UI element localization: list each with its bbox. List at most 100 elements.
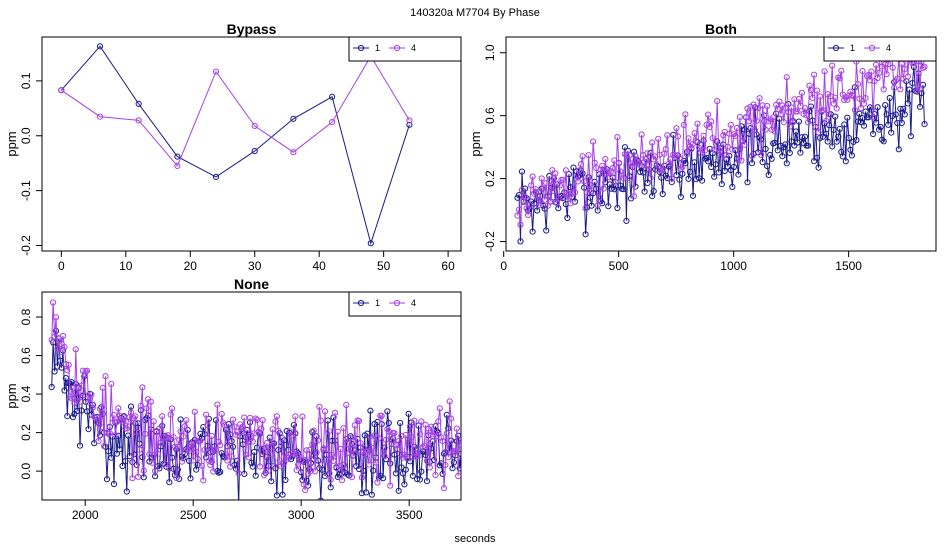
data-point (421, 442, 428, 449)
data-point (67, 393, 74, 400)
y-axis-label: ppm (4, 383, 19, 408)
data-point (191, 408, 198, 415)
data-point (368, 444, 375, 451)
data-point (532, 186, 539, 193)
data-point (51, 368, 58, 375)
panel-title: Both (705, 21, 737, 37)
data-point (402, 466, 409, 473)
data-point (768, 126, 775, 133)
data-point (877, 123, 884, 131)
data-point (520, 197, 527, 204)
data-point (360, 467, 367, 474)
data-point (815, 129, 822, 136)
data-point (142, 430, 149, 437)
data-point (691, 130, 698, 137)
data-point (251, 148, 258, 155)
data-point (344, 471, 351, 478)
data-point (286, 428, 293, 435)
data-point (517, 221, 524, 228)
data-point (329, 93, 336, 100)
data-point (187, 475, 194, 482)
data-point (797, 149, 804, 156)
data-point (856, 110, 863, 117)
data-point (176, 437, 183, 444)
data-point (863, 72, 871, 80)
data-point (748, 160, 756, 167)
data-point (341, 466, 348, 473)
data-point (528, 182, 535, 189)
legend-label: 1 (375, 298, 380, 308)
data-point (733, 124, 741, 132)
data-point (650, 188, 657, 195)
data-point (113, 450, 121, 457)
legend-marker (393, 299, 401, 307)
data-point (399, 470, 406, 477)
data-point (418, 468, 425, 475)
data-point (691, 159, 698, 166)
data-point (125, 432, 132, 439)
data-point (517, 238, 524, 245)
data-point (615, 159, 623, 166)
data-point (275, 446, 282, 454)
data-point (585, 174, 592, 181)
data-point (547, 198, 554, 205)
data-point (64, 413, 71, 420)
data-point (166, 465, 173, 472)
data-point (612, 182, 619, 189)
data-point (564, 214, 571, 222)
data-point (611, 186, 618, 193)
series-line (517, 40, 925, 225)
legend-label: 4 (411, 298, 416, 308)
data-point (239, 423, 246, 431)
data-point (626, 152, 633, 159)
data-point (225, 421, 232, 428)
data-point (297, 457, 305, 464)
data-point (588, 202, 595, 209)
data-point (833, 105, 840, 112)
data-point (674, 133, 682, 140)
data-point (84, 408, 91, 415)
data-point (222, 451, 229, 458)
data-point (882, 102, 889, 109)
data-point (242, 434, 249, 441)
data-point (152, 468, 159, 475)
data-point (229, 443, 237, 450)
data-point (357, 440, 364, 447)
y-tick-label: -0.2 (483, 231, 497, 252)
data-point (105, 431, 112, 438)
x-tick-label: 3000 (288, 508, 315, 522)
data-point (888, 129, 895, 136)
data-point (429, 438, 436, 445)
data-point (348, 474, 356, 481)
data-point (167, 411, 174, 418)
data-point (804, 119, 812, 126)
legend-box (348, 36, 462, 62)
y-tick-label: 0.2 (19, 424, 33, 441)
data-point (581, 178, 588, 185)
data-point (664, 174, 671, 182)
data-point (921, 121, 928, 128)
data-point (682, 111, 689, 118)
data-point (742, 114, 750, 121)
data-point (587, 182, 594, 189)
data-point (374, 479, 381, 486)
data-point (449, 449, 456, 456)
data-point (603, 168, 610, 175)
data-point (600, 185, 607, 192)
data-point (755, 105, 762, 112)
data-point (711, 146, 718, 153)
data-point (204, 422, 211, 429)
data-point (321, 408, 329, 415)
data-point (540, 185, 547, 192)
data-point (559, 176, 567, 183)
legend-marker (357, 299, 365, 307)
data-point (110, 480, 118, 488)
data-point (841, 121, 848, 128)
data-point (518, 186, 526, 194)
data-point (886, 94, 893, 102)
data-point (706, 123, 713, 131)
data-point (744, 105, 751, 112)
legend-label: 4 (411, 43, 416, 53)
data-point (871, 111, 878, 118)
figure-title: 140320a M7704 By Phase (410, 7, 540, 19)
